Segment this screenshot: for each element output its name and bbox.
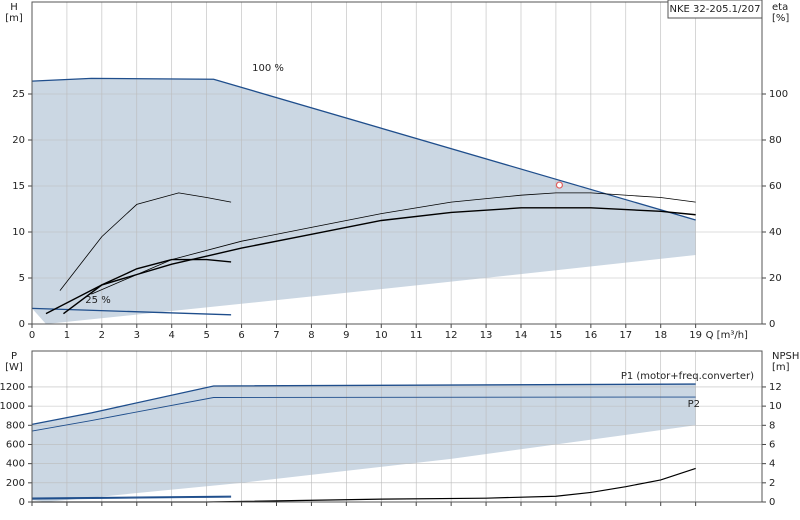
y-tick-label: 20 bbox=[12, 135, 25, 146]
y-tick-label: 800 bbox=[6, 420, 25, 431]
y-axis-label: P bbox=[11, 351, 17, 362]
y-tick-label: 25 bbox=[12, 89, 25, 100]
y-axis-unit: [W] bbox=[5, 362, 23, 373]
operating-area bbox=[32, 384, 696, 502]
y-tick-label: 0 bbox=[19, 497, 25, 508]
curve-label: P2 bbox=[688, 399, 700, 410]
x-tick-label: 4 bbox=[169, 330, 175, 341]
x-axis-label: Q [m³/h] bbox=[706, 330, 748, 341]
y-tick-label: 5 bbox=[19, 273, 25, 284]
y-tick-label: 10 bbox=[12, 227, 25, 238]
y-tick-label: 200 bbox=[6, 478, 25, 489]
curve bbox=[31, 383, 696, 425]
x-tick-label: 6 bbox=[238, 330, 244, 341]
title-box bbox=[667, 0, 763, 19]
y2-tick-label: 40 bbox=[769, 227, 782, 238]
curve-label: P1 (motor+freq.converter) bbox=[621, 371, 754, 382]
curve bbox=[45, 207, 696, 315]
y2-tick-label: 0 bbox=[769, 497, 775, 508]
y2-axis-label: eta bbox=[772, 2, 788, 13]
x-tick-label: 10 bbox=[375, 330, 388, 341]
x-tick-label: 0 bbox=[29, 330, 35, 341]
curve bbox=[91, 192, 696, 295]
curve bbox=[32, 467, 696, 503]
x-tick-label: 7 bbox=[273, 330, 279, 341]
y-tick-label: 15 bbox=[12, 181, 25, 192]
chart-title: NKE 32-205.1/207 bbox=[670, 4, 761, 15]
y2-tick-label: 20 bbox=[769, 273, 782, 284]
plot-frame bbox=[31, 350, 763, 503]
x-tick-label: 13 bbox=[480, 330, 493, 341]
curve bbox=[31, 495, 232, 499]
y-tick-label: 400 bbox=[6, 459, 25, 470]
duty-point bbox=[555, 181, 564, 189]
x-tick-label: 5 bbox=[203, 330, 209, 341]
x-tick-label: 12 bbox=[445, 330, 458, 341]
y2-tick-label: 4 bbox=[769, 459, 775, 470]
curve bbox=[63, 258, 232, 315]
y2-tick-label: 6 bbox=[769, 439, 775, 450]
curve bbox=[31, 77, 696, 221]
x-tick-label: 16 bbox=[584, 330, 597, 341]
y-tick-label: 1000 bbox=[0, 401, 25, 412]
x-tick-label: 18 bbox=[654, 330, 667, 341]
x-tick-label: 8 bbox=[308, 330, 314, 341]
curve bbox=[31, 307, 232, 316]
y2-tick-label: 0 bbox=[769, 319, 775, 330]
curve-label: 25 % bbox=[85, 295, 110, 306]
x-tick-label: 11 bbox=[410, 330, 423, 341]
curve bbox=[31, 396, 696, 432]
y2-axis-unit: [m] bbox=[772, 362, 790, 373]
y2-tick-label: 12 bbox=[769, 382, 782, 393]
y2-axis-label: NPSH bbox=[772, 351, 799, 362]
y-axis-unit: [m] bbox=[5, 13, 23, 24]
x-tick-label: 2 bbox=[99, 330, 105, 341]
y-tick-label: 1200 bbox=[0, 382, 25, 393]
y-tick-label: 0 bbox=[19, 319, 25, 330]
curve bbox=[31, 496, 232, 500]
y2-axis-unit: [%] bbox=[772, 13, 789, 24]
x-tick-label: 9 bbox=[343, 330, 349, 341]
curve bbox=[59, 192, 232, 291]
x-tick-label: 17 bbox=[619, 330, 632, 341]
x-tick-label: 3 bbox=[134, 330, 140, 341]
y-tick-label: 600 bbox=[6, 439, 25, 450]
y2-tick-label: 10 bbox=[769, 401, 782, 412]
x-tick-label: 19 bbox=[689, 330, 702, 341]
x-tick-label: 14 bbox=[515, 330, 528, 341]
curve-label: 100 % bbox=[252, 63, 284, 74]
y2-tick-label: 8 bbox=[769, 420, 775, 431]
y2-tick-label: 100 bbox=[769, 89, 788, 100]
y2-tick-label: 2 bbox=[769, 478, 775, 489]
y2-tick-label: 60 bbox=[769, 181, 782, 192]
x-tick-label: 1 bbox=[64, 330, 70, 341]
y2-tick-label: 80 bbox=[769, 135, 782, 146]
x-tick-label: 15 bbox=[550, 330, 563, 341]
plot-frame bbox=[31, 1, 763, 325]
y-axis-label: H bbox=[10, 2, 18, 13]
